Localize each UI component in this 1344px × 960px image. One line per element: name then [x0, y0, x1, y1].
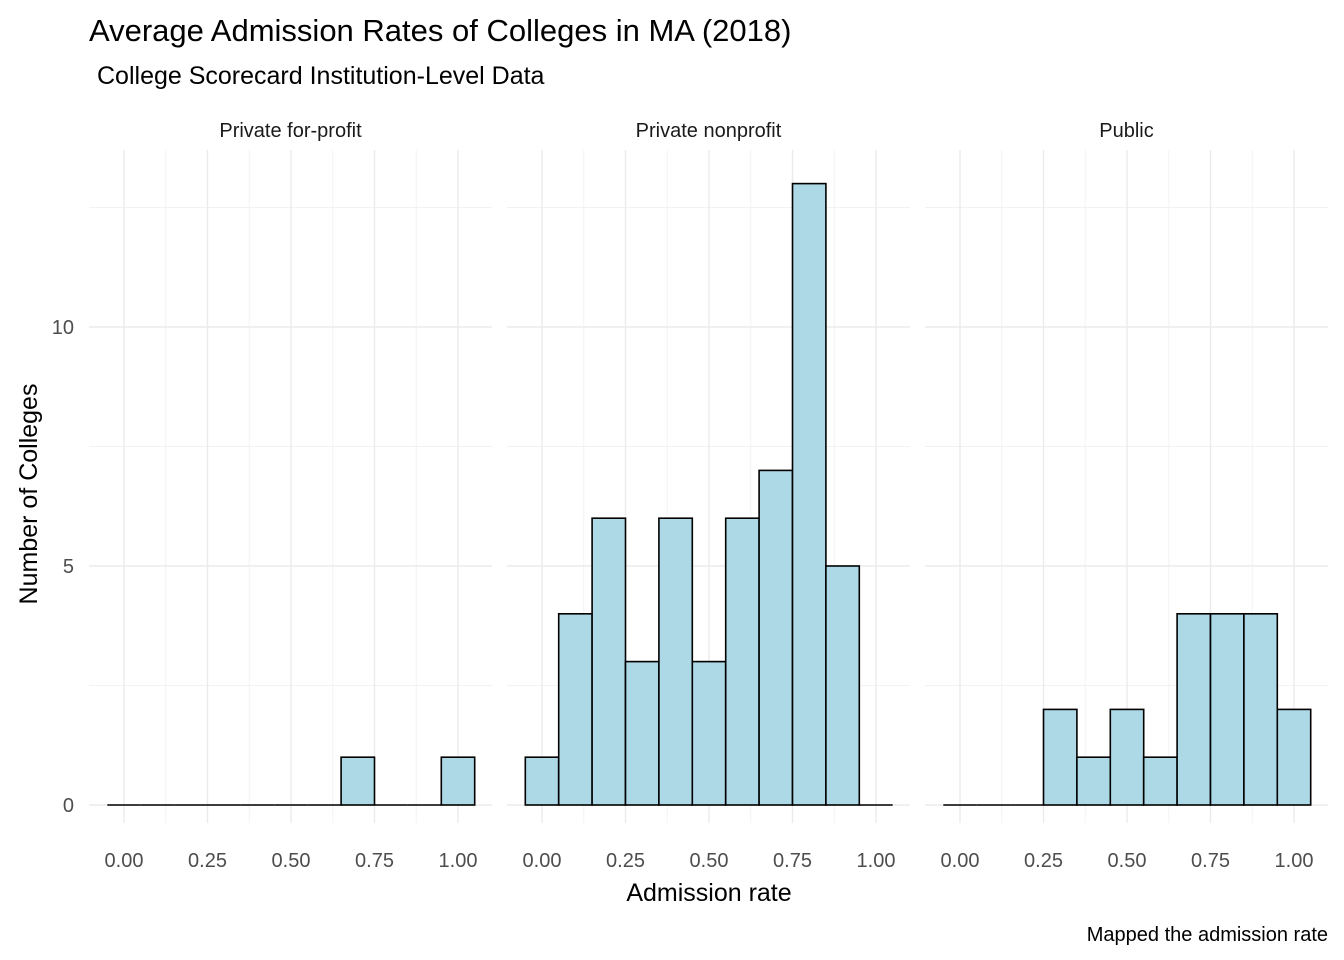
x-tick-label: 0.00 — [105, 850, 144, 872]
chart-title: Average Admission Rates of Colleges in M… — [89, 13, 791, 48]
histogram-bar — [791, 182, 827, 806]
histogram-bar — [691, 660, 727, 806]
histogram-bar — [340, 756, 376, 806]
x-tick-label: 0.50 — [272, 850, 311, 872]
histogram-bar — [1276, 708, 1312, 806]
x-tick-label: 1.00 — [439, 850, 478, 872]
facet-panel: Private for-profit 0.00 0.25 0.50 0.75 1.00 — [89, 120, 492, 872]
histogram-bar — [624, 660, 660, 806]
x-tick-label: 0.75 — [1191, 850, 1230, 872]
y-tick-label: 0 — [63, 795, 74, 817]
facet-panel: Public 0.00 0.25 0.50 0.75 1.00 — [925, 120, 1328, 872]
y-tick-label: 10 — [52, 317, 74, 339]
histogram-bar — [1142, 756, 1178, 806]
x-tick-label: 0.25 — [606, 850, 645, 872]
histogram-bar — [1109, 708, 1145, 806]
histogram-bar — [1176, 612, 1212, 806]
histogram-bar — [658, 517, 694, 806]
histogram-bar — [440, 756, 476, 806]
histogram-bar — [591, 517, 627, 806]
y-axis-ticks: 0 5 10 — [52, 317, 74, 817]
y-tick-label: 5 — [63, 556, 74, 578]
x-tick-label: 0.00 — [941, 850, 980, 872]
x-tick-label: 0.25 — [1024, 850, 1063, 872]
x-tick-label: 0.00 — [523, 850, 562, 872]
facet-strip-label: Private nonprofit — [636, 120, 782, 142]
histogram-bar — [1209, 612, 1245, 806]
x-tick-label: 1.00 — [857, 850, 896, 872]
x-axis-title: Admission rate — [626, 879, 791, 907]
x-tick-label: 0.50 — [1108, 850, 1147, 872]
histogram-bar — [1076, 756, 1112, 806]
y-axis-title: Number of Colleges — [15, 384, 43, 605]
histogram-bar — [825, 565, 861, 806]
histogram-bar — [557, 612, 593, 806]
x-tick-label: 0.50 — [690, 850, 729, 872]
x-tick-label: 0.75 — [773, 850, 812, 872]
histogram-bar — [724, 517, 760, 806]
histogram-bar — [1243, 612, 1279, 806]
chart-caption: Mapped the admission rate — [1087, 924, 1328, 946]
chart-subtitle: College Scorecard Institution-Level Data — [97, 62, 545, 90]
x-tick-label: 1.00 — [1275, 850, 1314, 872]
histogram-bar — [524, 756, 560, 806]
facet-strip-label: Private for-profit — [219, 120, 362, 142]
facet-panel: Private nonprofit 0.00 0.25 0.50 0.75 1.00 — [507, 120, 910, 872]
x-tick-label: 0.75 — [355, 850, 394, 872]
x-tick-label: 0.25 — [188, 850, 227, 872]
histogram-bar — [758, 469, 794, 806]
facet-strip-label: Public — [1099, 120, 1153, 142]
histogram-bar — [1042, 708, 1078, 806]
